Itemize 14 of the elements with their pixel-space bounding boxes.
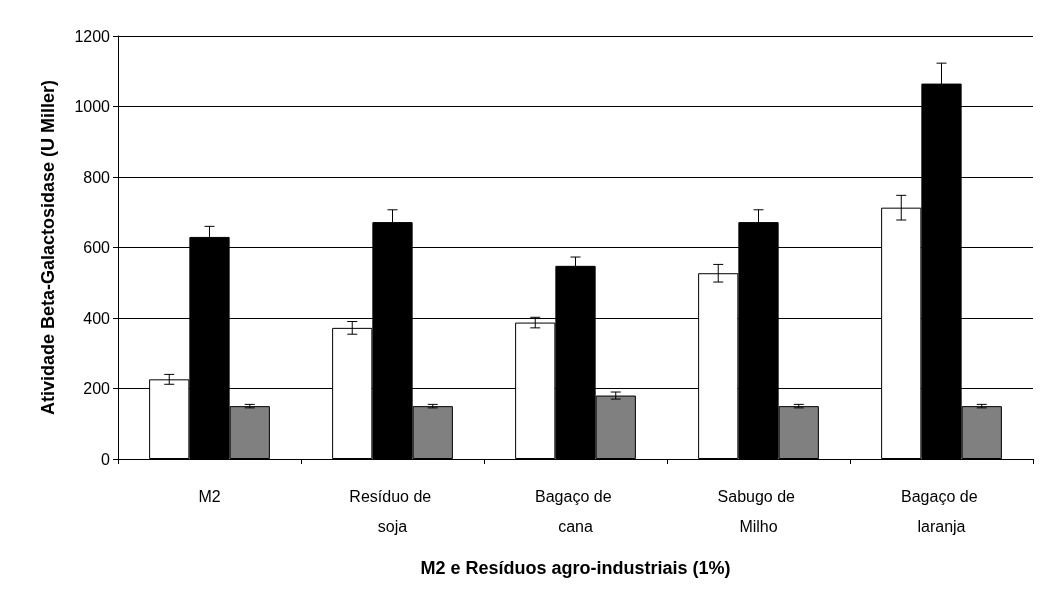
- x-axis-title: M2 e Resíduos agro-industriais (1%): [420, 558, 731, 578]
- y-axis-title: Atividade Beta-Galactosidase (U Miller): [38, 79, 58, 416]
- y-tick-label: 1000: [74, 98, 111, 115]
- y-tick-label: 800: [83, 168, 111, 186]
- x-tick-label: Sabugo de Milho: [717, 487, 800, 535]
- y-tick-label: 1200: [74, 27, 111, 45]
- y-tick-label: 200: [83, 380, 111, 397]
- y-tick-label: 400: [83, 309, 111, 327]
- x-tick-label: Bagaço de laranja: [901, 487, 982, 535]
- y-tick-label: 0: [101, 450, 111, 468]
- x-tick-label: M2: [198, 487, 221, 505]
- y-tick-label: 600: [83, 239, 111, 256]
- x-tick-label: Resíduo de soja: [349, 487, 436, 535]
- x-tick-label: Bagaço de cana: [535, 487, 616, 535]
